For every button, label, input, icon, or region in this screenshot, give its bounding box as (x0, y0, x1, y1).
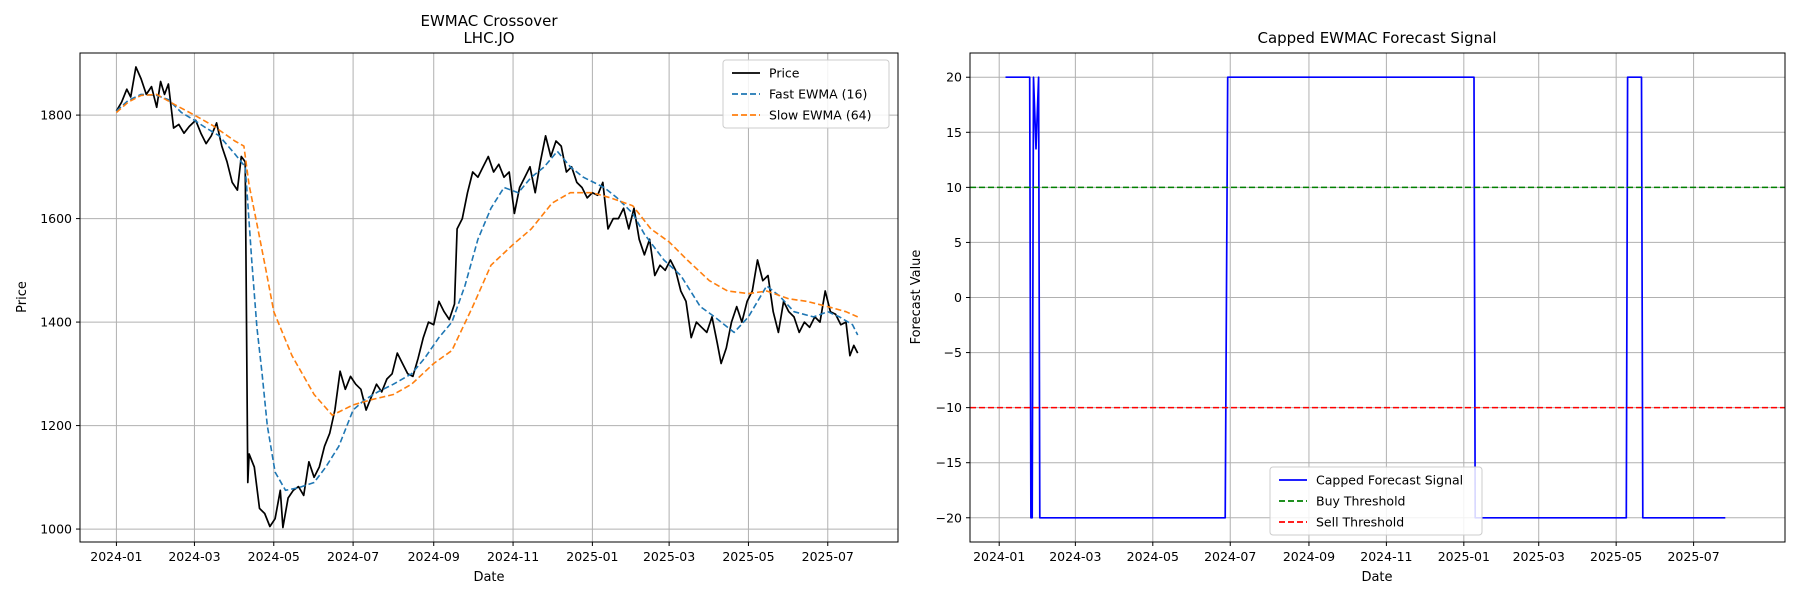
y-tick-label: 10 (946, 180, 962, 195)
legend-label-fast-ewma-16: Fast EWMA (16) (769, 87, 867, 102)
legend[interactable]: Capped Forecast Signal Buy Threshold Sell … (1269, 466, 1483, 536)
legend-label-slow-ewma-64: Slow EWMA (64) (769, 108, 871, 123)
y-tick-label: −15 (936, 455, 962, 470)
y-axis-label: Forecast Value (909, 250, 924, 345)
y-tick-label: 1400 (40, 315, 72, 330)
y-tick-label: −5 (944, 345, 962, 360)
y-tick-label: 1200 (40, 418, 72, 433)
chart-ewmac-crossover: EWMAC Crossover LHC.JO 2024-01 2024-03 202… (15, 12, 899, 585)
x-axis-label: Date (473, 570, 504, 585)
x-tick-label: 2025-05 (1590, 549, 1642, 564)
plot-area (115, 66, 859, 529)
y-tick-label: −20 (936, 510, 962, 525)
series-fast-ewma-16 (115, 93, 859, 492)
legend-label-price: Price (769, 66, 800, 81)
grid (80, 53, 898, 542)
x-tick-label: 2024-05 (1127, 549, 1179, 564)
x-tick-label: 2025-01 (566, 549, 618, 564)
legend-label-sell-threshold: Sell Threshold (1316, 515, 1404, 530)
x-tick-label: 2024-07 (327, 549, 379, 564)
y-tick-label: 15 (946, 125, 962, 140)
y-axis-label: Price (15, 281, 30, 313)
x-tick-label: 2025-07 (1667, 549, 1719, 564)
x-tick-label: 2024-11 (1360, 549, 1412, 564)
y-axis: −20 −15 −10 −5 0 5 10 15 20 (936, 70, 970, 525)
legend-label-buy-threshold: Buy Threshold (1316, 494, 1405, 509)
legend-box (722, 59, 890, 129)
x-tick-label: 2024-11 (487, 549, 539, 564)
legend-label-capped-forecast-signal: Capped Forecast Signal (1316, 473, 1463, 488)
chart-title: Capped EWMAC Forecast Signal (1257, 29, 1496, 47)
y-tick-label: 0 (954, 290, 962, 305)
y-tick-label: 1800 (40, 108, 72, 123)
chart-title: EWMAC Crossover (420, 12, 558, 30)
y-tick-label: −10 (936, 400, 962, 415)
chart-capped-forecast: Capped EWMAC Forecast Signal 2024-01 2024… (909, 29, 1786, 585)
x-tick-label: 2025-07 (802, 549, 854, 564)
x-tick-label: 2024-01 (973, 549, 1025, 564)
x-axis: 2024-01 2024-03 2024-05 2024-07 2024-09 2024-… (973, 542, 1720, 564)
x-tick-label: 2024-09 (1283, 549, 1335, 564)
chart-subtitle: LHC.JO (463, 29, 514, 47)
y-tick-label: 1600 (40, 211, 72, 226)
x-tick-label: 2024-03 (1049, 549, 1101, 564)
legend-box (1269, 466, 1483, 536)
x-tick-label: 2024-01 (90, 549, 142, 564)
series-price (115, 66, 859, 529)
legend[interactable]: Price Fast EWMA (16) Slow EWMA (64) (722, 59, 890, 129)
y-tick-label: 5 (954, 235, 962, 250)
x-tick-label: 2024-05 (248, 549, 300, 564)
x-axis-label: Date (1361, 570, 1392, 585)
y-axis: 1000 1200 1400 1600 1800 (40, 108, 80, 537)
axes-frame (79, 52, 899, 543)
series-slow-ewma-64 (115, 93, 859, 416)
x-tick-label: 2025-03 (643, 549, 695, 564)
x-tick-label: 2024-03 (168, 549, 220, 564)
series-capped-forecast-signal (1005, 76, 1726, 519)
x-tick-label: 2024-09 (408, 549, 460, 564)
y-tick-label: 20 (946, 70, 962, 85)
x-tick-label: 2025-03 (1513, 549, 1565, 564)
x-axis: 2024-01 2024-03 2024-05 2024-07 2024-09 2024-… (90, 542, 854, 564)
x-tick-label: 2025-05 (722, 549, 774, 564)
x-tick-label: 2025-01 (1438, 549, 1490, 564)
x-tick-label: 2024-07 (1204, 549, 1256, 564)
plot-area (970, 76, 1785, 519)
y-tick-label: 1000 (40, 522, 72, 537)
